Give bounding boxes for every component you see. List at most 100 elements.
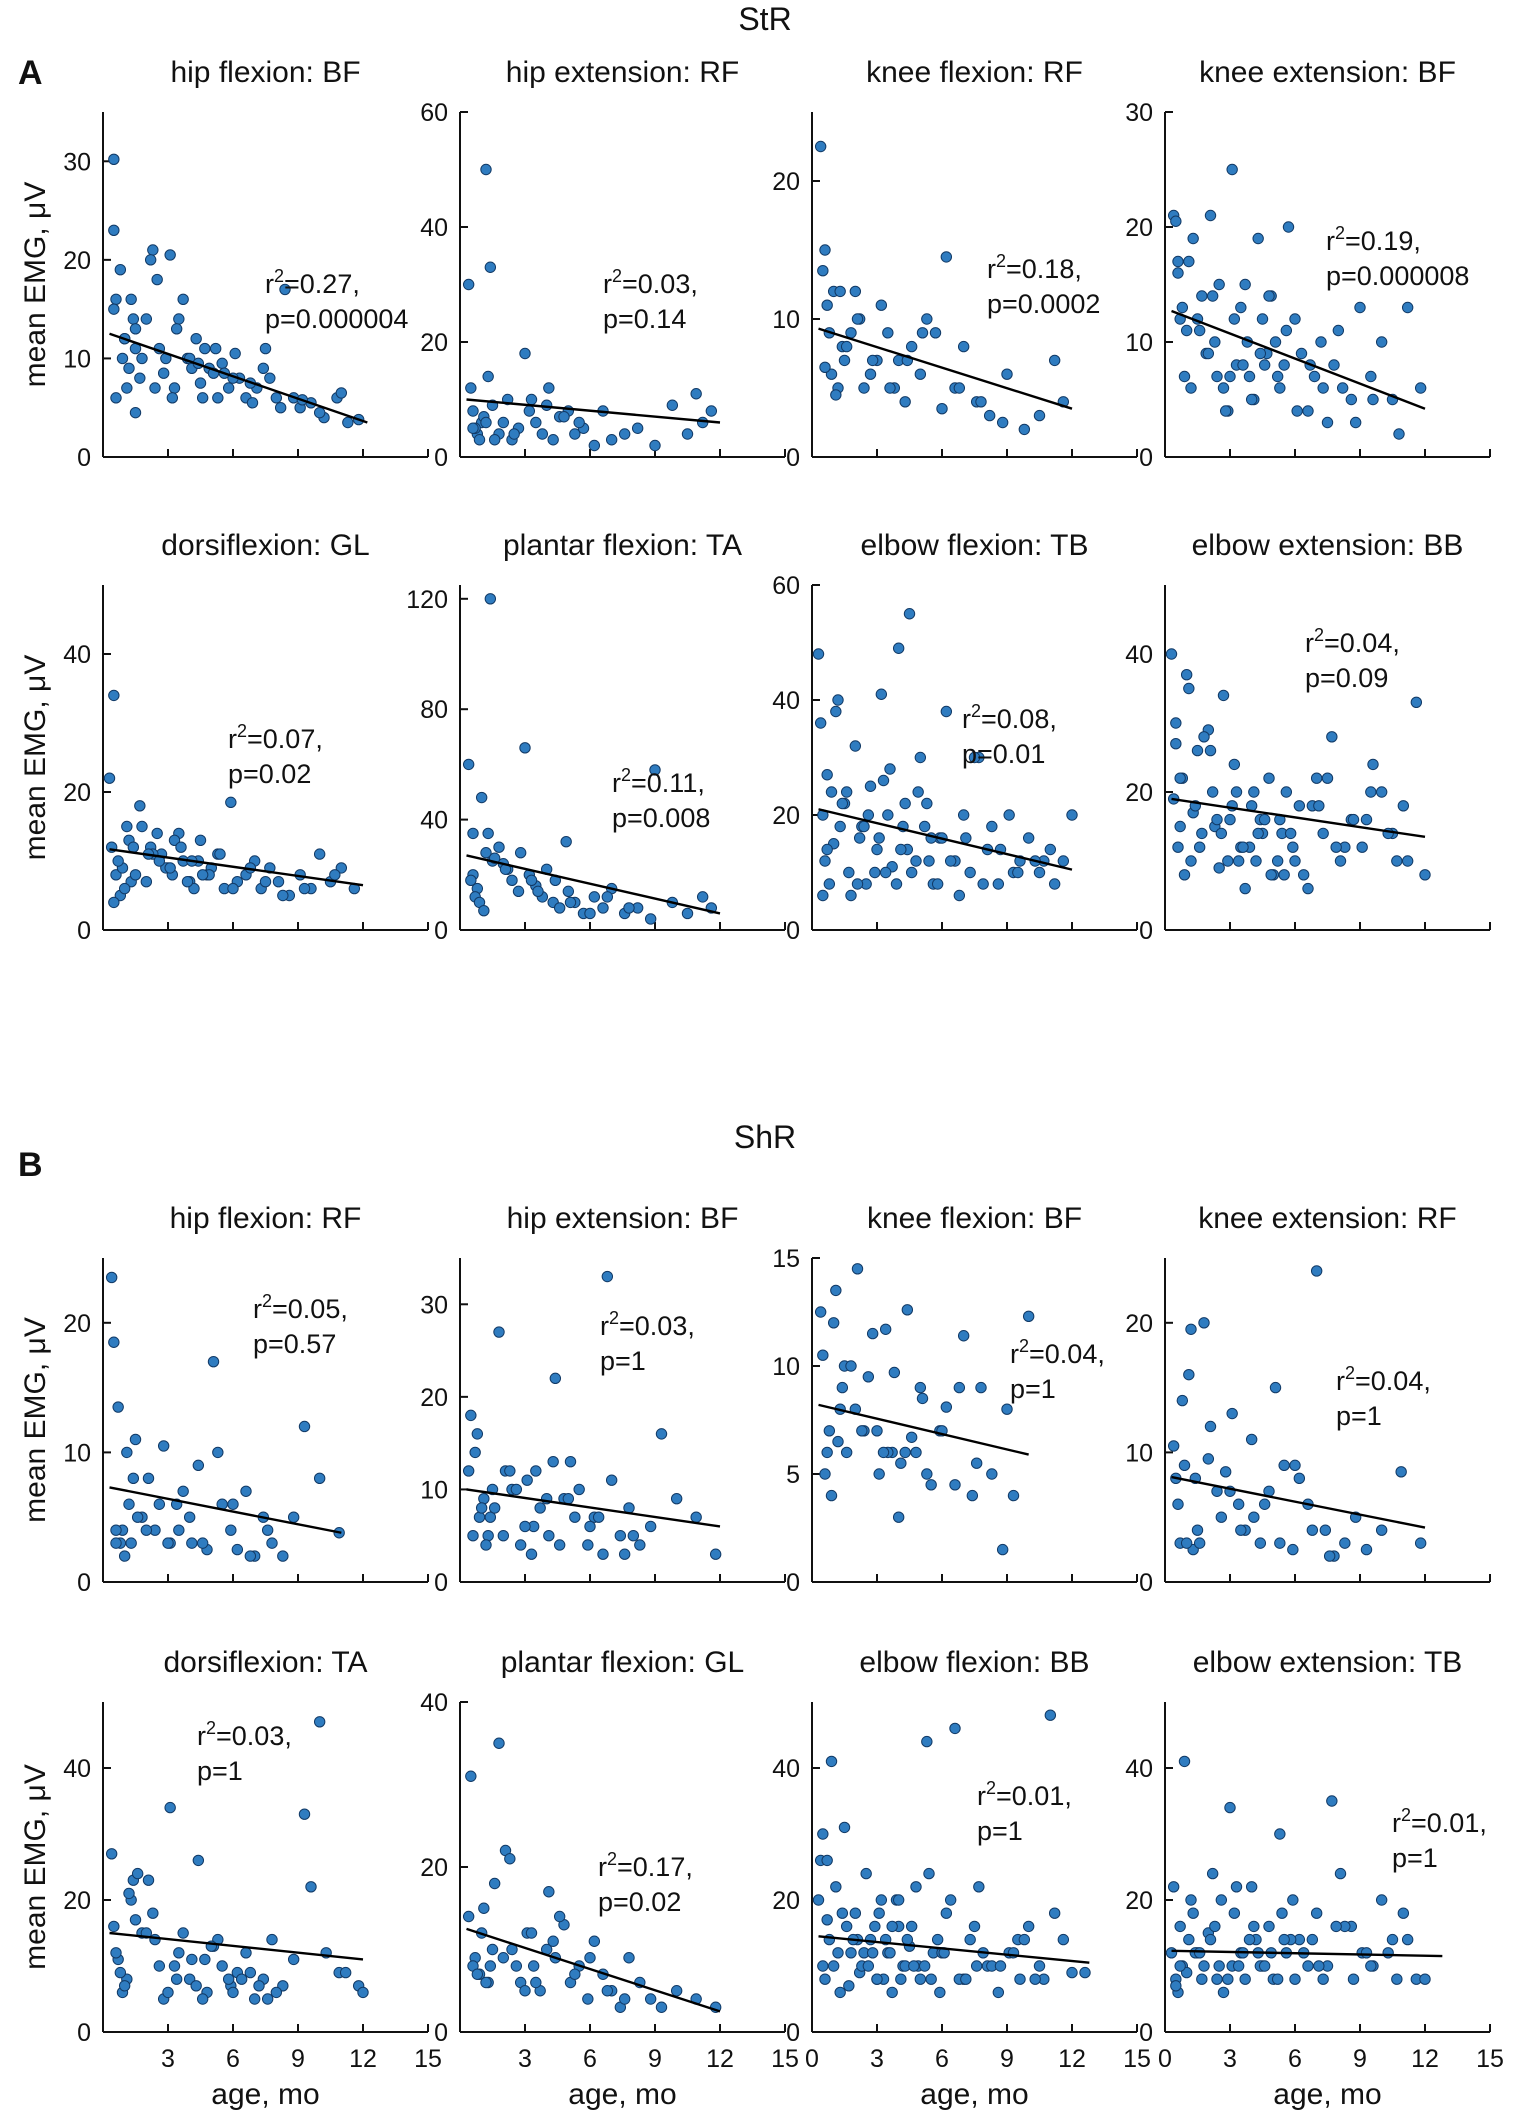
- data-point: [186, 1537, 198, 1549]
- data-point: [168, 1960, 181, 1972]
- data-point: [1347, 1973, 1360, 1985]
- data-point: [1239, 278, 1251, 291]
- data-point: [949, 1722, 961, 1735]
- data-point: [582, 1993, 594, 2005]
- data-point: [1382, 1947, 1394, 1959]
- data-point: [1215, 1511, 1228, 1523]
- data-point: [244, 1550, 257, 1562]
- data-point: [1265, 869, 1277, 881]
- data-point: [112, 855, 124, 867]
- data-point: [644, 1520, 657, 1533]
- data-point: [1183, 1368, 1195, 1381]
- data-point: [944, 1894, 957, 1906]
- data-point: [116, 352, 129, 365]
- data-point: [1245, 1881, 1258, 1893]
- data-point: [873, 1468, 885, 1480]
- data-point: [1167, 1881, 1180, 1893]
- data-point: [817, 889, 829, 902]
- data-point: [471, 1428, 484, 1440]
- data-point: [1057, 1933, 1070, 1946]
- data-point: [177, 1927, 189, 1939]
- data-point: [521, 1474, 533, 1486]
- regression-line: [109, 848, 364, 887]
- x-tick-label: 12: [1411, 2045, 1439, 2073]
- data-point: [817, 1349, 829, 1361]
- data-point: [144, 254, 157, 266]
- data-point: [1306, 1524, 1319, 1536]
- data-point: [588, 891, 601, 903]
- y-tick-label: 40: [420, 807, 448, 835]
- data-point: [1243, 370, 1256, 383]
- data-point: [177, 293, 189, 305]
- data-point: [821, 299, 833, 311]
- data-point: [1365, 1960, 1377, 1972]
- data-point: [681, 907, 694, 920]
- data-point: [1232, 1960, 1245, 1972]
- data-point: [510, 1483, 523, 1496]
- data-point: [1293, 1472, 1306, 1485]
- data-point: [519, 1520, 531, 1533]
- data-point: [151, 827, 163, 840]
- data-point: [1278, 1933, 1290, 1946]
- data-point: [530, 1465, 542, 1477]
- data-point: [105, 1271, 118, 1284]
- data-point: [183, 1511, 196, 1523]
- data-point: [253, 1980, 265, 1992]
- data-point: [871, 843, 883, 856]
- data-point: [892, 642, 905, 654]
- y-tick-label: 0: [1139, 917, 1153, 945]
- data-point: [469, 1446, 481, 1459]
- data-point: [588, 439, 601, 452]
- data-point: [1029, 1973, 1041, 1985]
- data-point: [1198, 731, 1210, 743]
- data-point: [1172, 841, 1184, 853]
- data-point: [1183, 682, 1195, 695]
- data-point: [1274, 1828, 1286, 1840]
- data-point: [858, 820, 870, 833]
- data-point: [543, 1886, 555, 1898]
- data-point: [1202, 1453, 1215, 1465]
- data-point: [1332, 324, 1345, 337]
- data-point: [1395, 1466, 1407, 1478]
- data-point: [1317, 1973, 1329, 1985]
- data-point: [875, 299, 888, 311]
- data-point: [1180, 669, 1193, 681]
- r-squared-label: r2=0.04,: [1336, 1363, 1431, 1396]
- x-tick-label: 9: [1353, 2045, 1367, 2073]
- data-point: [895, 1457, 907, 1469]
- panel-a-label: A: [18, 54, 43, 92]
- data-point: [547, 1455, 559, 1468]
- data-point: [873, 832, 885, 844]
- data-point: [1222, 1973, 1234, 1985]
- data-point: [832, 694, 844, 706]
- chart-title: elbow flexion: BB: [859, 1646, 1089, 1679]
- data-point: [1391, 855, 1403, 867]
- data-point: [212, 392, 224, 404]
- data-point: [274, 402, 287, 414]
- data-point: [562, 885, 575, 898]
- data-point: [923, 1867, 935, 1880]
- data-point: [853, 832, 866, 844]
- data-point: [108, 303, 120, 315]
- data-point: [514, 1539, 527, 1551]
- data-point: [845, 327, 857, 339]
- data-point: [190, 333, 202, 345]
- data-point: [1367, 393, 1379, 406]
- data-point: [553, 902, 566, 914]
- data-point: [1191, 1524, 1204, 1536]
- data-point: [108, 153, 120, 166]
- r-squared-label: r2=0.07,: [228, 721, 323, 754]
- data-point: [467, 405, 479, 417]
- data-point: [838, 1821, 851, 1834]
- regression-line: [818, 1403, 1029, 1456]
- data-point: [108, 896, 120, 909]
- data-point: [196, 1993, 209, 2005]
- data-point: [821, 1446, 833, 1459]
- chart-title: knee extension: BF: [1199, 56, 1456, 89]
- p-value-label: p=1: [1392, 1843, 1438, 1873]
- data-point: [1254, 1537, 1267, 1549]
- data-point: [921, 313, 933, 325]
- data-point: [1174, 820, 1186, 833]
- data-point: [966, 1489, 979, 1502]
